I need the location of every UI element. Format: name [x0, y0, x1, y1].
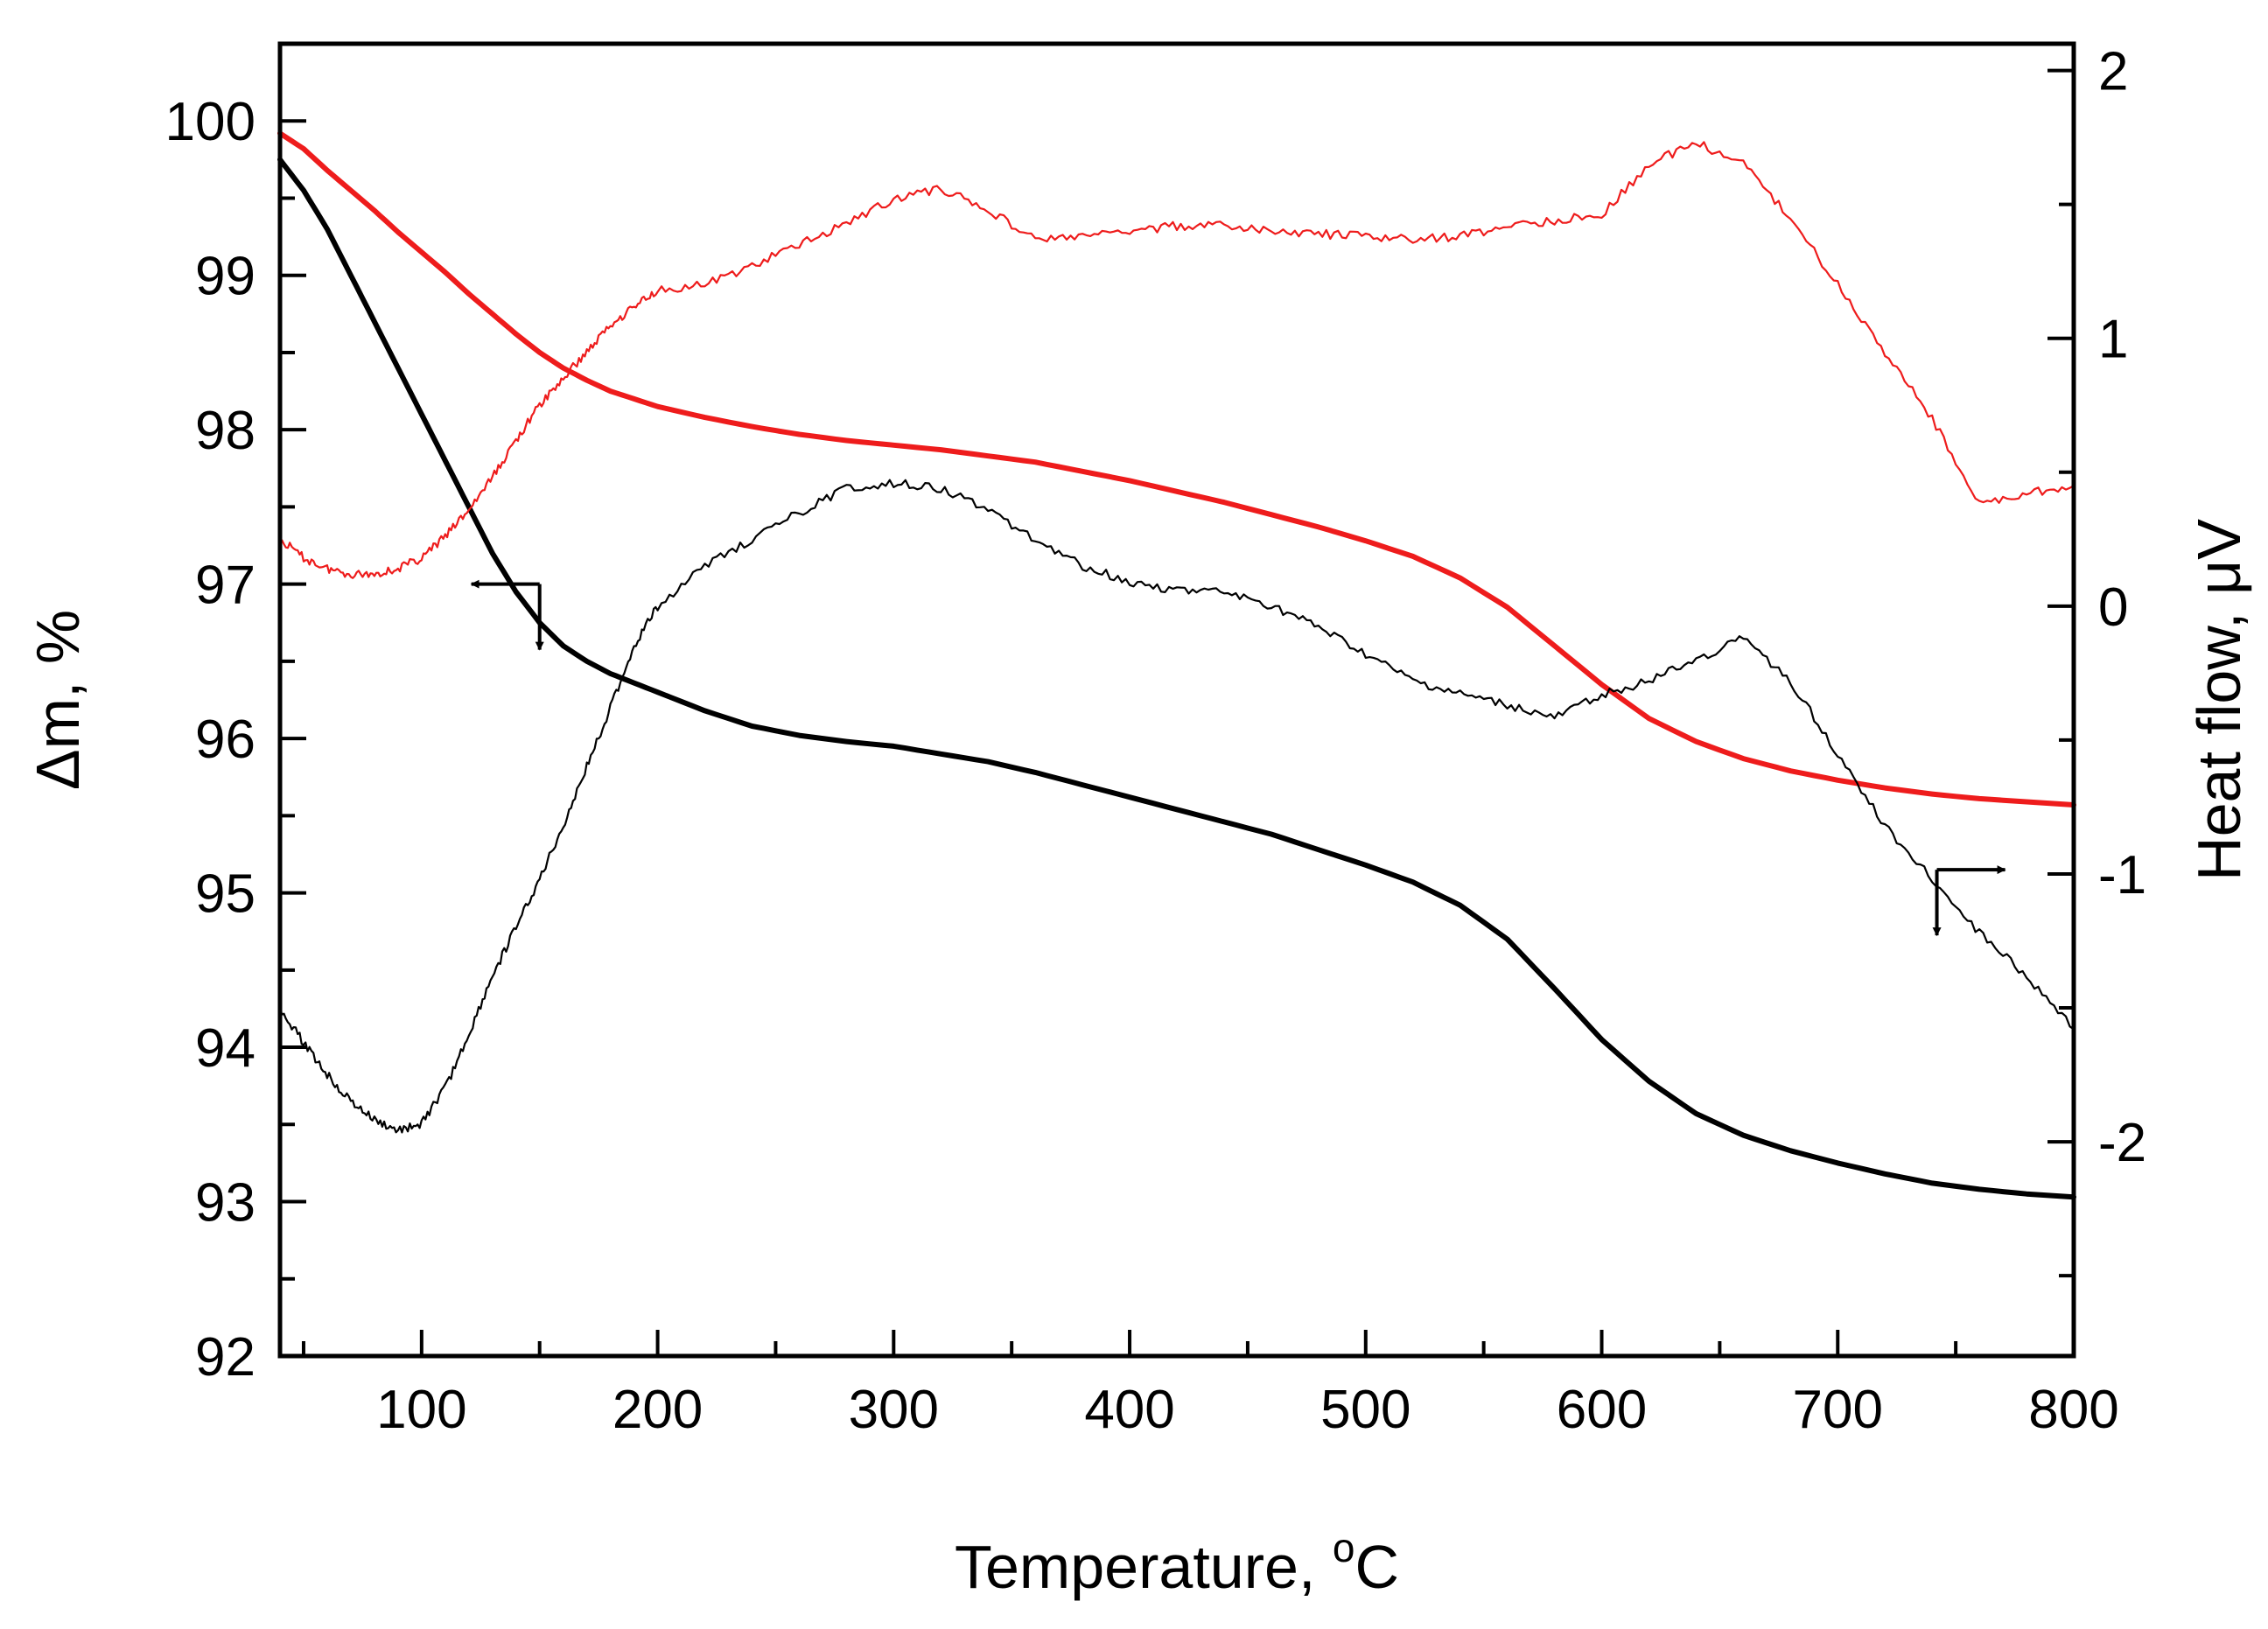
right-y-axis-title-main: Heat flow, — [2185, 595, 2253, 881]
right-y-axis-title: Heat flow, μV — [2185, 519, 2253, 881]
right-y-tick-label: 2 — [2098, 42, 2128, 102]
x-axis-title-unit: C — [1354, 1533, 1399, 1601]
x-tick-label: 500 — [1320, 1380, 1410, 1440]
plot-annotations-layer — [470, 579, 2006, 937]
x-tick-label: 800 — [2028, 1380, 2118, 1440]
left-y-axis-tick-labels: 92 93 94 95 96 97 98 99 100 — [165, 92, 256, 1388]
left-y-tick-label: 99 — [195, 247, 256, 307]
plot-frame — [277, 41, 2076, 1359]
left-y-tick-label: 100 — [165, 92, 256, 152]
x-tick-label: 100 — [376, 1380, 466, 1440]
series-line-4 — [278, 141, 2076, 579]
x-axis-title: Temperature, oC — [955, 1525, 1399, 1601]
left-y-tick-label: 95 — [195, 864, 256, 925]
right-y-axis-title-unit: V — [2185, 519, 2253, 560]
series-line-2 — [277, 130, 2076, 808]
x-axis-ticks — [301, 1330, 2076, 1356]
left-y-axis-title: Δm, % — [24, 610, 92, 790]
right-y-axis-title-mu: μ — [2185, 560, 2253, 595]
left-y-tick-label: 97 — [195, 556, 256, 616]
x-axis-title-main: Temperature, — [955, 1533, 1333, 1601]
left-y-tick-label: 94 — [195, 1018, 256, 1079]
x-tick-label: 400 — [1084, 1380, 1174, 1440]
series-line-1 — [277, 157, 2076, 1200]
left-y-tick-label: 96 — [195, 710, 256, 770]
left-y-tick-label: 93 — [195, 1173, 256, 1234]
right-y-tick-label: -2 — [2098, 1113, 2146, 1173]
x-axis-tick-labels: 100 200 300 400 500 600 700 800 — [376, 1380, 2119, 1440]
plot-series-layer — [277, 130, 2076, 1200]
left-y-tick-label: 98 — [195, 401, 256, 461]
x-tick-label: 200 — [612, 1380, 703, 1440]
x-tick-label: 300 — [849, 1380, 939, 1440]
left-y-axis-ticks — [280, 42, 306, 1358]
x-axis-title-degree: o — [1333, 1525, 1355, 1570]
right-y-tick-label: -1 — [2098, 845, 2146, 905]
right-y-tick-label: 1 — [2098, 310, 2128, 370]
series-line-3 — [278, 479, 2076, 1134]
x-tick-label: 600 — [1557, 1380, 1647, 1440]
right-y-axis-tick-labels: -2 -1 0 1 2 — [2098, 42, 2146, 1173]
x-tick-label: 700 — [1793, 1380, 1883, 1440]
right-y-tick-label: 0 — [2098, 577, 2128, 638]
right-y-axis-ticks — [2048, 68, 2074, 1278]
left-y-tick-label: 92 — [195, 1327, 256, 1388]
